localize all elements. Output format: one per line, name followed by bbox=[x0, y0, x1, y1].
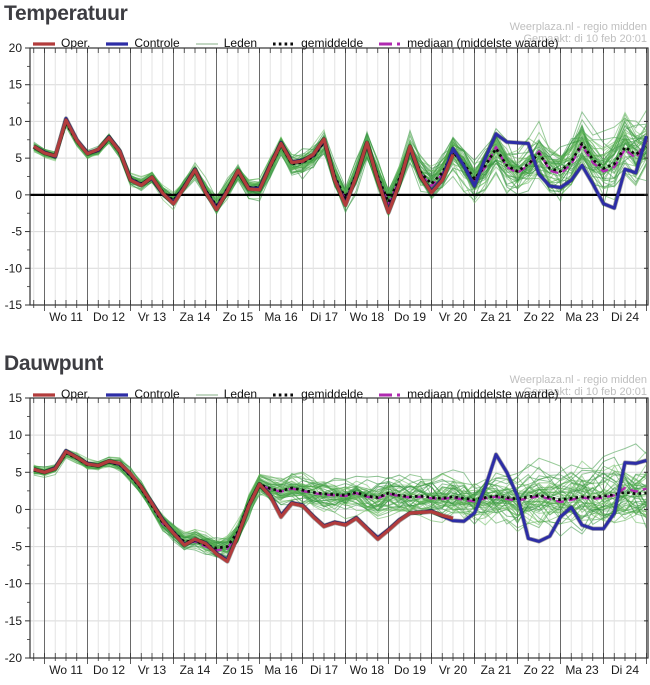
y-tick-label: 15 bbox=[9, 391, 23, 405]
temperature-chart-block: Temperatuur Weerplaza.nl - regio midden … bbox=[4, 2, 649, 324]
x-day-label: Wo 11 bbox=[49, 310, 83, 324]
y-tick-label: -15 bbox=[5, 298, 23, 312]
watermark-source: Weerplaza.nl - regio midden bbox=[509, 374, 647, 386]
series-mediaan bbox=[33, 120, 648, 208]
temperature-title: Temperatuur bbox=[4, 2, 128, 25]
leden-line-swatch bbox=[195, 389, 219, 399]
legend-item-oper: Oper. bbox=[32, 36, 90, 50]
x-day-label: Do 19 bbox=[394, 663, 426, 677]
legend-item-leden: Leden bbox=[195, 36, 257, 50]
y-tick-label: 20 bbox=[9, 41, 23, 55]
legend-label: gemiddelde bbox=[301, 36, 364, 50]
watermark-created: Gemaakt: di 10 feb 20:01 bbox=[523, 33, 647, 45]
x-day-label: Zo 15 bbox=[223, 663, 254, 677]
series-oper bbox=[33, 449, 454, 564]
y-tick-label: 15 bbox=[9, 78, 23, 92]
axes bbox=[25, 47, 649, 311]
controle-line-swatch bbox=[105, 389, 129, 399]
leden-line-swatch bbox=[195, 38, 219, 48]
x-day-label: Ma 23 bbox=[565, 663, 599, 677]
y-tick-label: 5 bbox=[15, 465, 22, 479]
legend-label: mediaan (middelste waarde) bbox=[407, 36, 559, 50]
axes bbox=[25, 397, 649, 664]
x-day-label: Zo 22 bbox=[524, 663, 555, 677]
legend-item-controle: Controle bbox=[105, 36, 180, 50]
legend-label: Leden bbox=[223, 36, 258, 50]
oper-line-swatch bbox=[32, 389, 56, 399]
x-day-label: Do 12 bbox=[93, 663, 125, 677]
x-day-label: Vr 13 bbox=[138, 663, 167, 677]
x-day-label: Za 14 bbox=[180, 663, 211, 677]
watermark-source: Weerplaza.nl - regio midden bbox=[509, 21, 647, 33]
mediaan-dash-swatch bbox=[378, 389, 402, 399]
watermark: Weerplaza.nl - regio midden Gemaakt: di … bbox=[510, 374, 647, 398]
axis-labels: 15 10 5 0 -5 -10 -15 -20 Wo 11 Do 12 Vr 13 Za 14 Zo … bbox=[5, 391, 640, 677]
x-day-label: Di 17 bbox=[310, 310, 338, 324]
y-tick-label: -5 bbox=[11, 225, 22, 239]
y-tick-label: -10 bbox=[5, 577, 23, 591]
x-day-label: Ma 16 bbox=[264, 310, 298, 324]
x-day-label: Vr 20 bbox=[439, 663, 468, 677]
grid bbox=[30, 398, 648, 658]
controle-line-swatch bbox=[105, 38, 129, 48]
x-day-label: Di 24 bbox=[611, 310, 639, 324]
axis-labels: 20 15 10 5 0 -5 -10 -15 Wo 11 Do 12 Vr 13 Za 14 Zo 1… bbox=[5, 41, 640, 324]
ensemble-members bbox=[33, 443, 647, 558]
legend-label: Oper. bbox=[61, 36, 91, 50]
x-day-label: Za 21 bbox=[481, 310, 512, 324]
x-day-label: Do 12 bbox=[93, 310, 125, 324]
legend-item-mediaan: mediaan (middelste waarde) bbox=[378, 36, 559, 50]
gemiddelde-dots-swatch bbox=[272, 389, 296, 399]
legend: Oper. Controle Leden gemiddelde mediaan … bbox=[32, 36, 559, 50]
dewpoint-title: Dauwpunt bbox=[4, 352, 104, 375]
y-tick-label: 10 bbox=[9, 428, 23, 442]
legend-label: Controle bbox=[134, 36, 180, 50]
x-day-label: Zo 22 bbox=[524, 310, 555, 324]
ensemble-member-line bbox=[33, 455, 647, 549]
x-day-label: Wo 18 bbox=[350, 310, 385, 324]
x-day-label: Do 19 bbox=[394, 310, 426, 324]
x-day-label: Za 14 bbox=[180, 310, 211, 324]
watermark-created: Gemaakt: di 10 feb 20:01 bbox=[523, 386, 647, 398]
dewpoint-chart-block: Dauwpunt Weerplaza.nl - regio midden Gem… bbox=[0, 350, 650, 685]
y-tick-label: -10 bbox=[5, 261, 23, 275]
x-day-label: Zo 15 bbox=[223, 310, 254, 324]
y-tick-label: 10 bbox=[9, 114, 23, 128]
x-day-label: Ma 23 bbox=[565, 310, 599, 324]
x-day-label: Wo 18 bbox=[350, 663, 385, 677]
ensemble-member-line bbox=[33, 111, 647, 210]
x-day-label: Di 17 bbox=[310, 663, 338, 677]
x-day-label: Za 21 bbox=[481, 663, 512, 677]
oper-line-swatch bbox=[32, 38, 56, 48]
temperature-plot: 20 15 10 5 0 -5 -10 -15 Wo 11 Do 12 Vr 13 Za 14 Zo 1… bbox=[5, 41, 649, 324]
y-tick-label: -20 bbox=[5, 651, 23, 665]
x-day-label: Wo 11 bbox=[49, 663, 83, 677]
legend-item-gemiddelde: gemiddelde bbox=[272, 36, 363, 50]
x-day-label: Di 24 bbox=[611, 663, 639, 677]
dewpoint-plot: 15 10 5 0 -5 -10 -15 -20 Wo 11 Do 12 Vr 13 Za 14 Zo … bbox=[5, 391, 649, 677]
x-day-label: Vr 13 bbox=[138, 310, 167, 324]
series-oper bbox=[32, 117, 456, 215]
mediaan-dash-swatch bbox=[378, 38, 402, 48]
y-tick-label: -5 bbox=[11, 540, 22, 554]
watermark: Weerplaza.nl - regio midden Gemaakt: di … bbox=[510, 21, 647, 45]
y-tick-label: 5 bbox=[15, 151, 22, 165]
x-day-label: Ma 16 bbox=[264, 663, 298, 677]
y-tick-label: 0 bbox=[15, 502, 22, 516]
gemiddelde-dots-swatch bbox=[272, 38, 296, 48]
y-tick-label: -15 bbox=[5, 614, 23, 628]
x-day-label: Vr 20 bbox=[439, 310, 468, 324]
y-tick-label: 0 bbox=[15, 188, 22, 202]
